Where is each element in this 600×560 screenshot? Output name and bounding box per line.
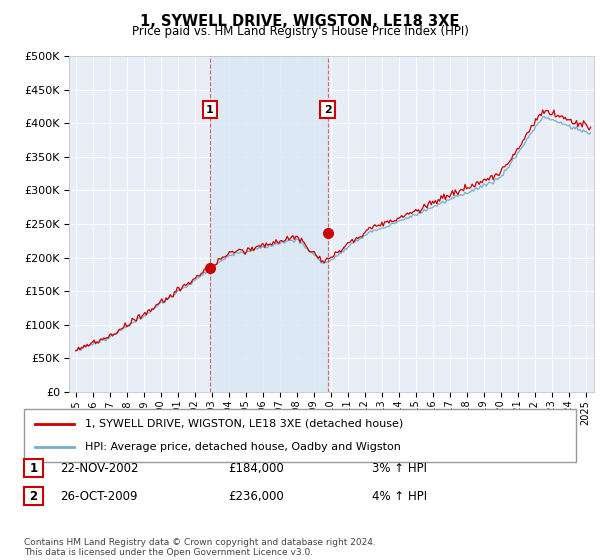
Text: 22-NOV-2002: 22-NOV-2002: [60, 461, 139, 475]
Text: £184,000: £184,000: [228, 461, 284, 475]
Text: 1: 1: [29, 461, 38, 475]
Text: HPI: Average price, detached house, Oadby and Wigston: HPI: Average price, detached house, Oadb…: [85, 442, 401, 452]
Text: Price paid vs. HM Land Registry's House Price Index (HPI): Price paid vs. HM Land Registry's House …: [131, 25, 469, 38]
Text: 1, SYWELL DRIVE, WIGSTON, LE18 3XE: 1, SYWELL DRIVE, WIGSTON, LE18 3XE: [140, 14, 460, 29]
Text: £236,000: £236,000: [228, 489, 284, 503]
Text: Contains HM Land Registry data © Crown copyright and database right 2024.
This d: Contains HM Land Registry data © Crown c…: [24, 538, 376, 557]
Text: 3% ↑ HPI: 3% ↑ HPI: [372, 461, 427, 475]
Bar: [210, 56, 328, 392]
Text: 4% ↑ HPI: 4% ↑ HPI: [372, 489, 427, 503]
Text: 2: 2: [324, 105, 331, 115]
Text: 26-OCT-2009: 26-OCT-2009: [60, 489, 137, 503]
Text: 1: 1: [206, 105, 214, 115]
Text: 2: 2: [29, 489, 38, 503]
Text: 1, SYWELL DRIVE, WIGSTON, LE18 3XE (detached house): 1, SYWELL DRIVE, WIGSTON, LE18 3XE (deta…: [85, 419, 403, 429]
FancyBboxPatch shape: [24, 409, 576, 462]
